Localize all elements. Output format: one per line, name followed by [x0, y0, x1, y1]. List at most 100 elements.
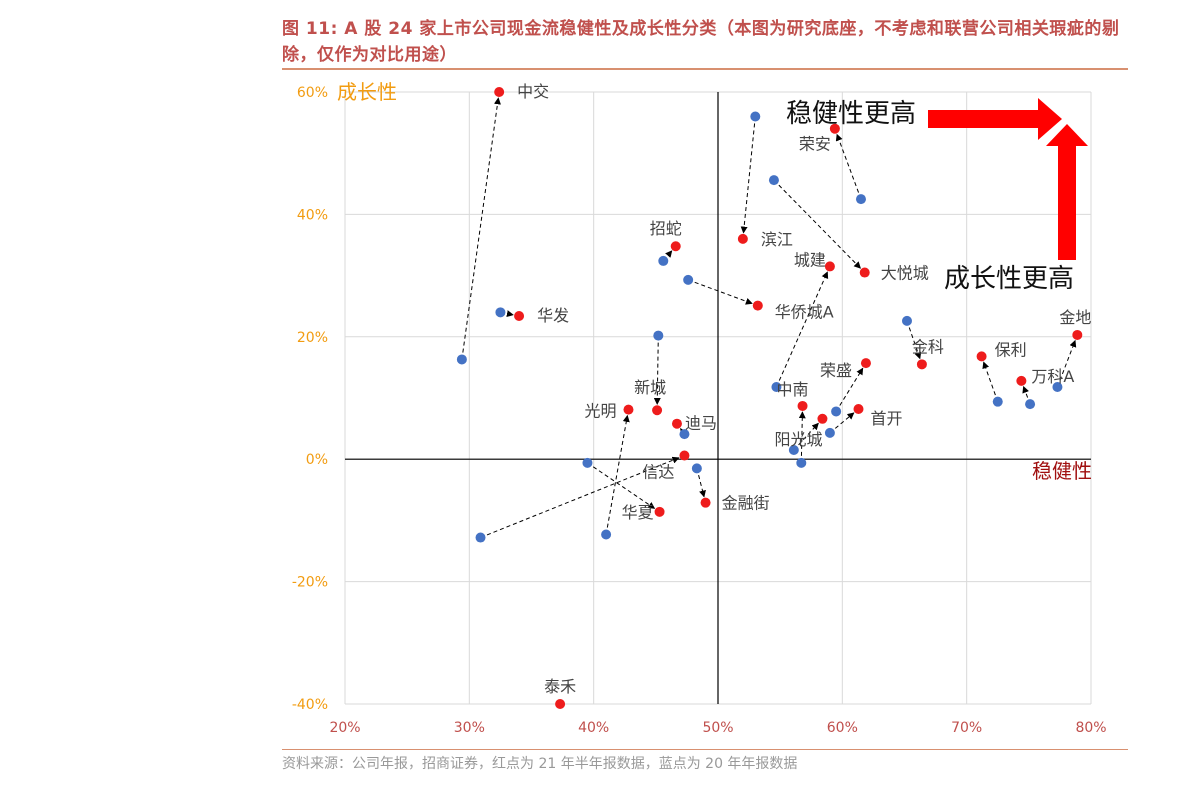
h1-2021-point — [1072, 329, 1083, 340]
point-label: 迪马 — [685, 414, 717, 433]
h1-2021-point — [829, 123, 840, 134]
h1-2021-point — [623, 404, 634, 415]
fy2020-point — [750, 111, 761, 122]
axes — [345, 92, 1091, 704]
fy2020-point — [495, 307, 506, 318]
h1-2021-point — [700, 497, 711, 508]
fy2020-point — [653, 330, 664, 341]
fy2020-point — [683, 274, 694, 285]
x-tick-label: 30% — [454, 720, 485, 736]
y-tick-label: -40% — [292, 697, 328, 713]
move-arrow — [835, 367, 864, 412]
move-arrow — [835, 133, 862, 200]
point-label: 阳光城 — [774, 430, 822, 449]
point-label: 保利 — [995, 340, 1027, 359]
x-tick-label: 70% — [951, 720, 982, 736]
h1-2021-point — [860, 358, 871, 369]
point-label: 新城 — [634, 378, 666, 397]
title-divider — [282, 68, 1128, 70]
fy2020-point — [901, 315, 912, 326]
point-label: 金地 — [1059, 308, 1091, 327]
source-divider — [282, 749, 1128, 750]
h1-2021-point — [824, 261, 835, 272]
point-label: 荣安 — [799, 135, 831, 154]
fy2020-point — [824, 427, 835, 438]
h1-2021-point — [976, 351, 987, 362]
move-arrow — [653, 335, 661, 405]
y-tick-label: -20% — [292, 575, 328, 591]
h1-2021-point — [494, 87, 505, 97]
y-tick-label: 0% — [306, 452, 328, 468]
move-arrow — [798, 411, 806, 463]
x-tick-label: 20% — [329, 720, 360, 736]
right-arrow-label: 稳健性更高 — [786, 99, 916, 129]
point-label: 金科 — [912, 337, 944, 356]
move-arrow — [793, 422, 819, 451]
fy2020-point — [992, 396, 1003, 407]
fy2020-point — [1025, 399, 1036, 410]
h1-2021-point — [514, 310, 525, 321]
fy2020-point — [601, 529, 612, 540]
h1-2021-point — [737, 233, 748, 244]
fy2020-point — [456, 354, 467, 365]
h1-2021-point — [859, 267, 870, 278]
fy2020-point — [855, 194, 866, 205]
move-arrow — [480, 456, 680, 538]
x-tick-label: 80% — [1075, 720, 1106, 736]
h1-2021-point — [654, 506, 665, 517]
move-arrow — [696, 468, 706, 498]
x-axis-name: 稳健性 — [1032, 459, 1092, 483]
h1-2021-point — [679, 450, 690, 461]
fy2020-point — [658, 255, 669, 266]
point-label: 华发 — [537, 306, 569, 325]
x-tick-label: 40% — [578, 720, 609, 736]
point-label: 金融街 — [722, 494, 770, 513]
move-arrow — [687, 279, 753, 305]
h1-2021-point — [652, 405, 663, 416]
x-tick-label: 50% — [702, 720, 733, 736]
h1-2021-point — [555, 699, 566, 709]
point-label: 中交 — [517, 82, 549, 101]
point-label: 华侨城A — [775, 303, 834, 322]
y-tick-label: 40% — [297, 207, 328, 223]
h1-2021-point — [797, 400, 808, 411]
point-label: 中南 — [777, 380, 809, 399]
point-label: 万科A — [1031, 367, 1074, 386]
up-arrow-label: 成长性更高 — [944, 264, 1074, 294]
point-label: 光明 — [584, 402, 616, 421]
tick-labels: 20% 30% 40% 50% 60% 70% 80% -40% -20% 0% 20% 40% 60% — [292, 85, 1107, 736]
fy2020-point — [771, 381, 782, 392]
move-arrow — [740, 116, 756, 234]
data-points — [456, 87, 1083, 709]
point-label: 首开 — [870, 409, 902, 428]
point-label: 信达 — [642, 463, 674, 482]
x-tick-label: 60% — [827, 720, 858, 736]
y-tick-label: 20% — [297, 330, 328, 346]
move-arrow — [829, 412, 855, 434]
point-label: 泰禾 — [544, 677, 576, 696]
move-arrow — [461, 97, 501, 360]
point-label: 荣盛 — [820, 361, 852, 380]
h1-2021-point — [817, 413, 828, 424]
fy2020-point — [582, 457, 593, 468]
figure-title: 图 11: A 股 24 家上市公司现金流稳健性及成长性分类（本图为研究底座，不… — [282, 19, 1120, 65]
fy2020-point — [788, 445, 799, 456]
fy2020-point — [768, 175, 779, 186]
h1-2021-point — [853, 404, 864, 415]
h1-2021-point — [752, 300, 763, 311]
h1-2021-point — [916, 359, 927, 370]
point-label: 城建 — [794, 250, 826, 269]
point-label: 大悦城 — [881, 264, 929, 283]
fy2020-point — [679, 429, 690, 440]
right-red-arrow — [928, 98, 1062, 140]
fy2020-point — [475, 532, 486, 543]
move-arrow — [1056, 339, 1077, 388]
point-label: 滨江 — [761, 230, 793, 249]
source-note: 资料来源：公司年报，招商证券，红点为 21 年半年报数据，蓝点为 20 年年报数… — [282, 756, 798, 772]
point-label: 华夏 — [622, 503, 654, 522]
fy2020-point — [796, 457, 807, 468]
point-label: 招蛇 — [650, 219, 682, 238]
y-axis-name: 成长性 — [337, 80, 397, 104]
